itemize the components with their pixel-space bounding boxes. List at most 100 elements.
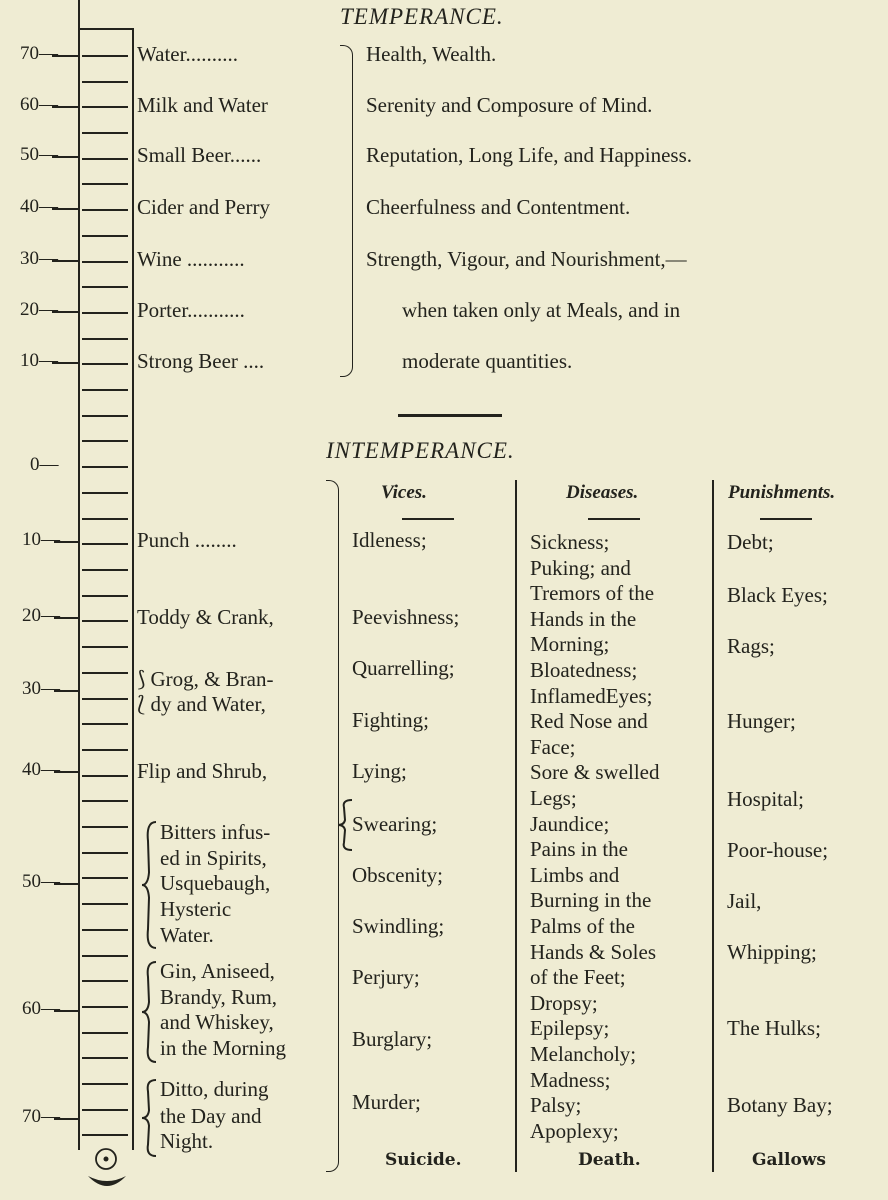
vice-label: Fighting; — [352, 708, 430, 732]
disease-label: Red Nose and — [530, 709, 648, 734]
header-vices: Vices. — [381, 482, 427, 503]
header-diseases: Diseases. — [566, 482, 639, 503]
liquor-label: Night. — [160, 1129, 214, 1153]
liquor-label: Water. — [160, 923, 214, 947]
vice-end-suicide: Suicide. — [385, 1150, 462, 1170]
scale-tick — [54, 541, 78, 543]
disease-label: Face; — [530, 734, 576, 759]
liquor-label: Gin, Aniseed, — [160, 959, 275, 983]
header-punishments: Punishments. — [728, 482, 836, 503]
vices-brace-icon — [337, 799, 353, 851]
disease-label: Sickness; — [530, 530, 610, 554]
intemperance-title: INTEMPERANCE. — [326, 438, 515, 463]
thermometer-tick — [82, 620, 128, 622]
disease-label: Hands in the — [530, 606, 637, 631]
disease-label: Palms of the — [530, 914, 635, 938]
effect-label: moderate quantities. — [402, 349, 573, 373]
effect-label: Health, Wealth. — [366, 42, 497, 66]
punishment-label: Hunger; — [727, 709, 796, 733]
thermometer-tick — [82, 235, 128, 237]
thermometer-tick — [82, 261, 128, 263]
thermometer-tick — [82, 183, 128, 185]
temperance-title: TEMPERANCE. — [340, 4, 504, 29]
disease-label: Bloatedness; — [530, 658, 638, 682]
temperance-brace — [340, 45, 353, 377]
thermometer-tick — [82, 106, 128, 108]
thermometer-tick — [82, 569, 128, 571]
vice-label: Obscenity; — [352, 863, 443, 887]
thermometer-tick — [82, 338, 128, 340]
scale-label: 50— — [22, 871, 60, 892]
thermometer-tick — [82, 132, 128, 134]
disease-label: Morning; — [530, 632, 610, 657]
thermometer-tick — [82, 775, 128, 777]
thermometer-tick — [82, 312, 128, 314]
effect-label: when taken only at Meals, and in — [402, 298, 681, 322]
disease-label: Legs; — [530, 786, 577, 810]
punishment-label: Jail, — [727, 889, 762, 913]
punishment-label: Hospital; — [727, 787, 804, 811]
thermometer-tick — [82, 440, 128, 442]
brace-icon — [141, 1079, 157, 1157]
liquor-label: Toddy & Crank, — [137, 605, 274, 629]
disease-label: Epilepsy; — [530, 1016, 610, 1041]
disease-label: Melancholy; — [530, 1042, 637, 1066]
scale-label: 60— — [22, 998, 60, 1019]
scale-tick — [54, 883, 78, 885]
effect-label: Serenity and Composure of Mind. — [366, 93, 653, 117]
liquor-label: Small Beer...... — [137, 143, 262, 167]
scale-tick — [52, 106, 78, 108]
scale-tick — [52, 260, 78, 262]
scale-label: 40— — [20, 196, 58, 217]
vice-label: Peevishness; — [352, 605, 460, 629]
thermometer-tick — [82, 877, 128, 879]
scale-label-zero: 0— — [30, 454, 59, 475]
punishment-label: Whipping; — [727, 940, 817, 964]
header-underline — [402, 518, 454, 520]
effect-label: Cheerfulness and Contentment. — [366, 195, 631, 219]
scale-tick — [54, 617, 78, 619]
thermometer-tick — [82, 1109, 128, 1111]
scale-tick — [54, 690, 78, 692]
liquor-label: Punch ........ — [137, 528, 237, 552]
disease-label: of the Feet; — [530, 965, 626, 990]
punishment-label: Rags; — [727, 634, 775, 658]
liquor-label: Cider and Perry — [137, 195, 270, 219]
thermometer-tick — [82, 723, 128, 725]
column-divider — [712, 480, 714, 1172]
liquor-label: Usquebaugh, — [160, 871, 271, 895]
thermometer-tick — [82, 980, 128, 982]
liquor-label: Bitters infus- — [160, 820, 271, 844]
disease-label: Puking; and — [530, 555, 631, 580]
thermometer-tube-left — [78, 0, 80, 1150]
thermometer-tick — [82, 903, 128, 905]
scale-label: 30— — [22, 678, 60, 699]
disease-label: Burning in the — [530, 888, 652, 913]
disease-label: Jaundice; — [530, 811, 610, 836]
bulb-base-icon — [88, 1176, 126, 1186]
thermometer-top — [78, 28, 134, 30]
vice-label: Murder; — [352, 1090, 421, 1114]
brace-icon — [141, 961, 157, 1063]
scale-label: 70— — [22, 1106, 60, 1127]
disease-label: Dropsy; — [530, 990, 598, 1015]
liquor-label: in the Morning — [160, 1036, 286, 1060]
brace-icon — [141, 821, 157, 949]
thermometer-tick — [82, 1032, 128, 1034]
liquor-label: ed in Spirits, — [160, 846, 267, 870]
vice-label: Quarrelling; — [352, 656, 455, 680]
thermometer-tick — [82, 209, 128, 211]
liquor-label: Milk and Water — [137, 93, 268, 117]
thermometer-tick — [82, 646, 128, 648]
vice-label: Perjury; — [352, 965, 420, 989]
thermometer-tick — [82, 852, 128, 854]
vice-label: Swearing; — [352, 812, 438, 836]
scale-tick — [54, 1118, 78, 1120]
punishment-label: Poor-house; — [727, 838, 829, 862]
punishment-label: Botany Bay; — [727, 1093, 833, 1117]
thermometer-tick — [82, 1057, 128, 1059]
scale-tick — [52, 55, 78, 57]
punishment-label: The Hulks; — [727, 1016, 821, 1040]
liquor-label: Flip and Shrub, — [137, 759, 268, 783]
scale-label: 60— — [20, 94, 58, 115]
